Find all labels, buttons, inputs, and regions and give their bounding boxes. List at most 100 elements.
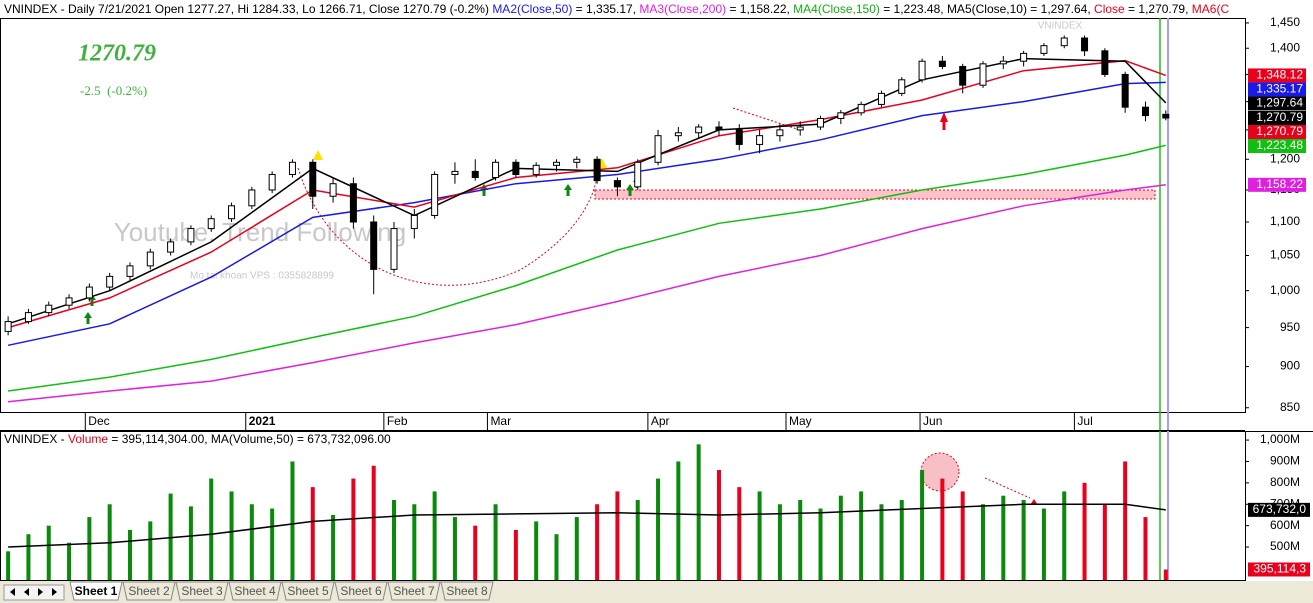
volume-bar (209, 478, 214, 580)
header-segment: MA4(Close,150) (793, 2, 880, 16)
y-tick-label: 900M (1270, 454, 1300, 468)
x-tick-label: Jun (923, 414, 942, 428)
candle-body (1081, 37, 1089, 52)
price-label-box (1248, 125, 1306, 140)
candle-body (1141, 106, 1149, 117)
sheet-tab-label[interactable]: Sheet 4 (234, 584, 276, 598)
sheet-tab[interactable] (122, 581, 176, 601)
sheet-tab-label[interactable]: Sheet 5 (287, 584, 329, 598)
x-tick-label: Dec (88, 414, 109, 428)
price-label: 1,297.64 (1256, 96, 1303, 110)
volume-bar (554, 534, 559, 580)
candle-body (715, 126, 723, 131)
candle-body (634, 161, 642, 188)
moving-average (7, 144, 1166, 392)
sheet-tab[interactable] (387, 581, 441, 601)
sheet-tab-label[interactable]: Sheet 2 (128, 584, 170, 598)
candle-body (938, 60, 946, 67)
sheet-tab[interactable] (440, 581, 494, 601)
volume-bar (6, 551, 11, 580)
price-label: 1,270.79 (1256, 110, 1303, 124)
x-tick-label: 2021 (249, 414, 276, 428)
header-segment: = 1,270.79, (1125, 2, 1192, 16)
candle-body (268, 173, 276, 191)
volume-bar (26, 534, 31, 580)
candle-body (187, 228, 195, 243)
y-tick-label: 1,200 (1270, 151, 1300, 165)
candle-body (756, 135, 764, 145)
candle-body (288, 161, 296, 175)
volume-bar (1062, 491, 1067, 580)
price-label-box (1248, 82, 1306, 97)
volume-bar (229, 491, 234, 580)
tab-nav[interactable] (3, 584, 65, 601)
price-header: VNINDEX - Daily 7/21/2021 Open 1277.27, … (4, 2, 1229, 16)
volume-ma (8, 503, 1166, 548)
candle-body (349, 183, 357, 223)
volume-bar (412, 504, 417, 580)
volume-bar (46, 525, 51, 580)
x-tick-label: Jul (1077, 414, 1092, 428)
candle-body (918, 60, 926, 81)
sheet-tab-label[interactable]: Sheet 8 (446, 584, 488, 598)
volume-bar (290, 461, 295, 580)
candle-body (146, 251, 154, 267)
sheet-tab[interactable] (281, 581, 335, 601)
volume-bar (493, 504, 498, 580)
sheet-tab[interactable] (69, 581, 123, 601)
candle-body (228, 205, 236, 220)
volume-label-box (1248, 502, 1310, 517)
nav-buttons[interactable] (3, 584, 65, 601)
candle-body (85, 286, 93, 299)
volume-label: 673,732,0 (1253, 502, 1307, 516)
y-tick-label: 1,050 (1270, 248, 1300, 262)
header-segment: VNINDEX - Daily 7/21/2021 Open 1277.27, … (4, 2, 492, 16)
x-tick-label: Apr (651, 414, 670, 428)
moving-average (7, 59, 1167, 329)
candle-body (877, 92, 885, 105)
volume-bar (899, 499, 904, 580)
candle-body (248, 189, 256, 207)
volume-bar (574, 517, 579, 580)
sheet-tab-label[interactable]: Sheet 1 (75, 584, 118, 598)
candle-body (532, 164, 540, 175)
volume-bar (656, 478, 661, 580)
sheet-tab-label[interactable]: Sheet 3 (181, 584, 223, 598)
candle-body (654, 135, 662, 163)
volume-bar (777, 504, 782, 580)
candle-body (979, 63, 987, 86)
volume-bar (534, 521, 539, 580)
sheet-tab[interactable] (228, 581, 282, 601)
sheet-tab-label[interactable]: Sheet 6 (340, 584, 382, 598)
candle-body (431, 173, 439, 216)
header-segment: VNINDEX - (4, 432, 68, 446)
y-tick-label: 1,100 (1270, 214, 1300, 228)
sheet-tab[interactable] (175, 581, 229, 601)
support-zone (594, 189, 1156, 200)
y-tick-label: 500M (1270, 539, 1300, 553)
volume-bar (859, 491, 864, 580)
candle-body (1121, 73, 1129, 108)
candle-body (329, 183, 337, 197)
volume-bar (392, 499, 397, 580)
x-tick-label: Feb (387, 414, 408, 428)
price-label-box (1248, 139, 1306, 154)
candle-body (1060, 37, 1068, 47)
volume-bar (940, 478, 945, 580)
price-label: 1,223.48 (1256, 138, 1303, 152)
logo: VNINDEX (1038, 21, 1083, 32)
candle-body (776, 129, 784, 137)
volume-header: VNINDEX - Volume = 395,114,304.00, MA(Vo… (4, 432, 391, 446)
candle-body (898, 79, 906, 94)
volume-bar (1041, 508, 1046, 580)
sheet-tab-label[interactable]: Sheet 7 (393, 584, 435, 598)
chart-layer: 8509009501,0001,0501,1001,1501,2001,2501… (0, 15, 1310, 580)
price-label: 1,348.12 (1256, 68, 1303, 82)
moving-average (7, 81, 1166, 347)
volume-bar (249, 504, 254, 580)
candle-body (674, 132, 682, 137)
volume-bar (696, 444, 701, 580)
dotted-line (984, 477, 1031, 499)
sheet-tab[interactable] (334, 581, 388, 601)
x-tick-label: Mar (490, 414, 511, 428)
